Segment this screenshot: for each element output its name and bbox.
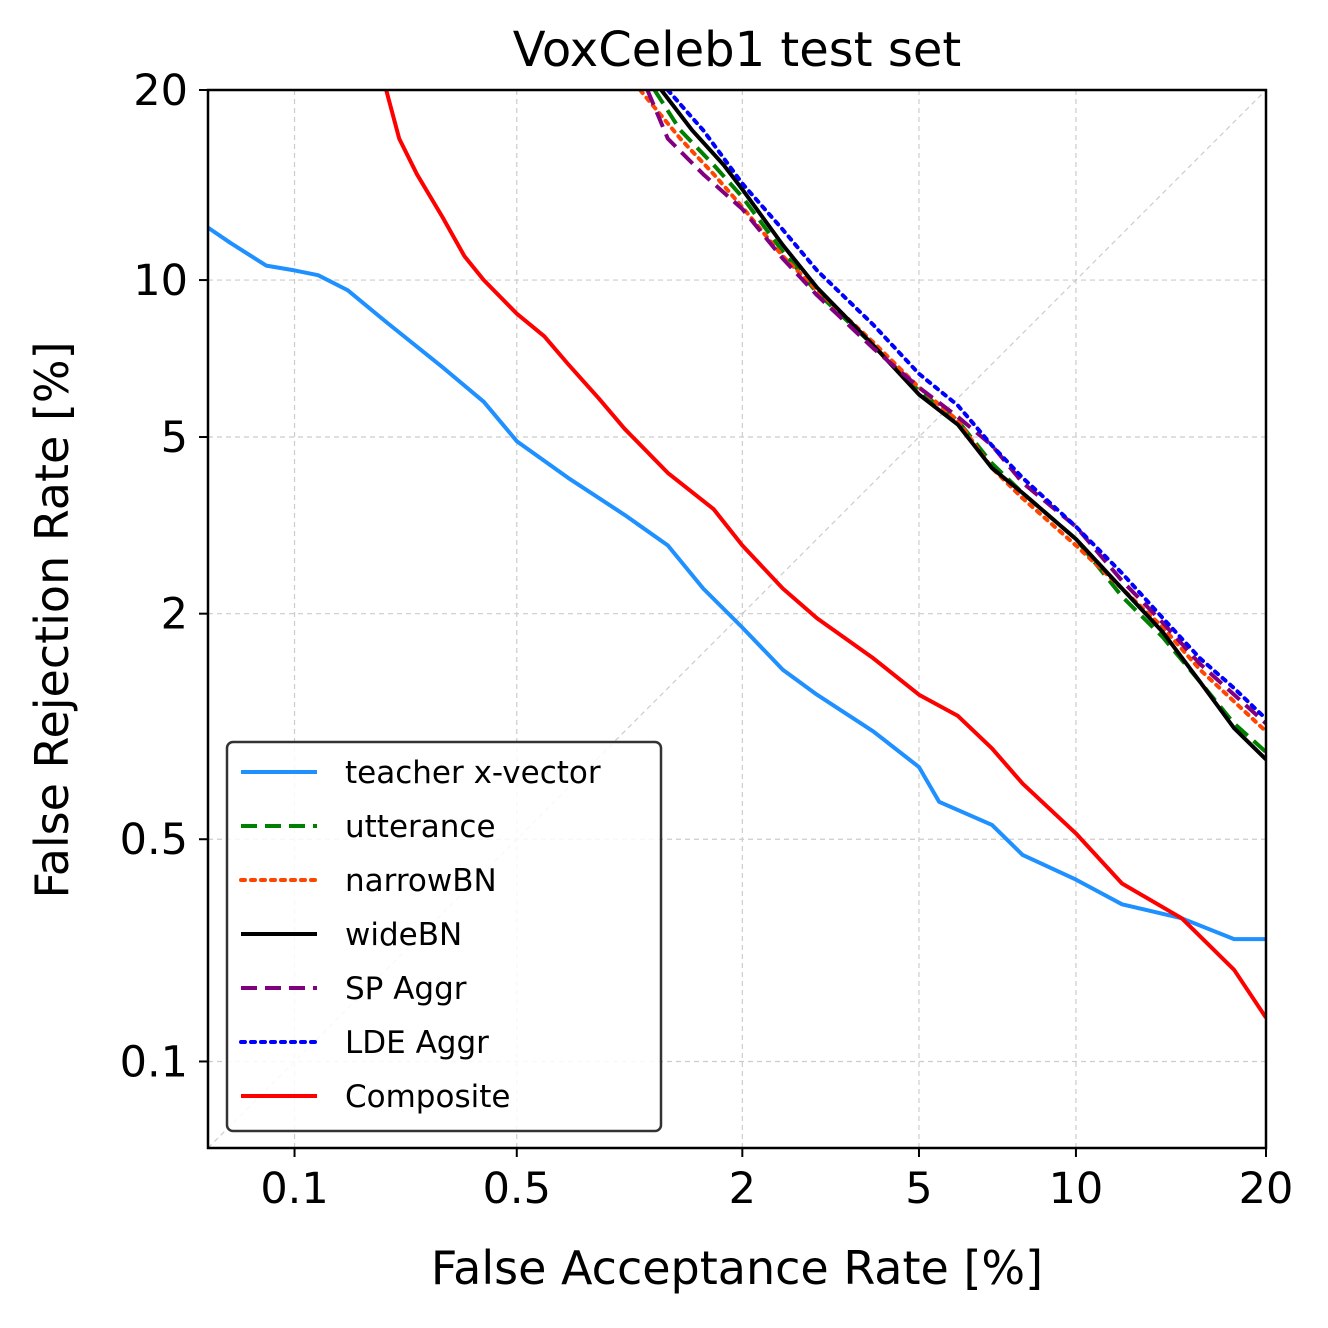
legend-label: utterance bbox=[345, 809, 496, 845]
plot-area bbox=[208, 90, 1266, 1019]
axes-layer: 0.1 0.5 2 5 10 20 0.1 0.5 2 5 10 20 bbox=[120, 66, 1294, 1214]
series-line-widebn bbox=[659, 90, 1266, 761]
y-tick-label: 10 bbox=[133, 256, 188, 306]
x-tick-label: 20 bbox=[1239, 1164, 1294, 1214]
y-tick-label: 0.1 bbox=[120, 1037, 188, 1087]
legend-label: SP Aggr bbox=[345, 971, 467, 1007]
series-line-narrowbn bbox=[638, 90, 1266, 734]
x-axis-label: False Acceptance Rate [%] bbox=[431, 1241, 1043, 1295]
x-tick-label: 5 bbox=[905, 1164, 932, 1214]
x-tick-label: 0.1 bbox=[260, 1164, 328, 1214]
y-axis-label: False Rejection Rate [%] bbox=[25, 341, 79, 898]
y-tick-label: 5 bbox=[161, 413, 188, 463]
legend-label: teacher x-vector bbox=[345, 755, 601, 791]
legend: teacher x-vector utterance narrowBN wideBN S… bbox=[225, 740, 663, 1133]
y-tick-label: 20 bbox=[133, 66, 188, 116]
y-tick-label: 0.5 bbox=[120, 815, 188, 865]
legend-label: wideBN bbox=[345, 917, 462, 953]
series-line-composite bbox=[384, 90, 1266, 1019]
legend-label: LDE Aggr bbox=[345, 1025, 489, 1061]
legend-box bbox=[225, 740, 663, 1133]
series-line-lde-aggr bbox=[665, 90, 1266, 721]
axes-frame bbox=[206, 88, 1268, 1150]
series-line-teacher-x-vector bbox=[208, 225, 1266, 942]
chart-title: VoxCeleb1 test set bbox=[513, 22, 961, 78]
legend-label: narrowBN bbox=[345, 863, 497, 899]
diagonal-reference-line bbox=[207, 89, 1267, 1149]
x-tick-label: 2 bbox=[729, 1164, 756, 1214]
x-tick-label: 10 bbox=[1049, 1164, 1104, 1214]
y-tick-label: 2 bbox=[161, 590, 188, 640]
legend-label: Composite bbox=[345, 1079, 510, 1115]
grid-layer bbox=[207, 89, 1267, 1149]
x-tick-label: 0.5 bbox=[483, 1164, 551, 1214]
